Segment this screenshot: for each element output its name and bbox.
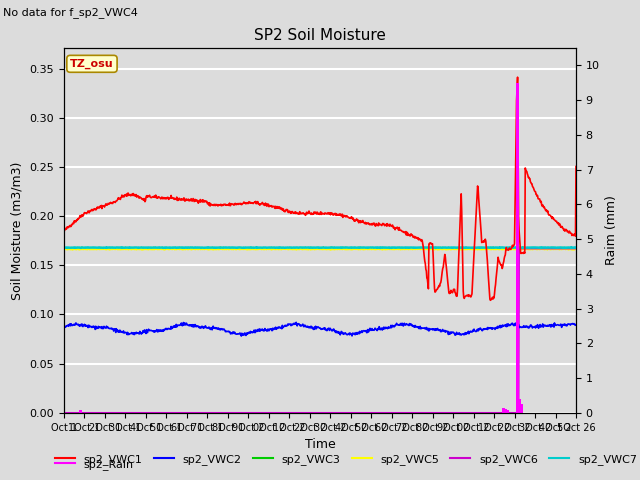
Bar (516, 83, 519, 413)
Legend: sp2_VWC1, sp2_VWC2, sp2_VWC3, sp2_VWC5, sp2_VWC6, sp2_VWC7: sp2_VWC1, sp2_VWC2, sp2_VWC3, sp2_VWC5, … (51, 450, 640, 469)
X-axis label: Time: Time (305, 438, 335, 451)
Legend: sp2_Rain: sp2_Rain (51, 455, 138, 474)
Text: TZ_osu: TZ_osu (70, 59, 114, 69)
Title: SP2 Soil Moisture: SP2 Soil Moisture (254, 28, 386, 43)
Bar (518, 399, 521, 413)
Bar (504, 408, 507, 413)
Bar (506, 410, 509, 413)
Bar (520, 404, 523, 413)
Bar (502, 408, 504, 413)
Bar (79, 410, 82, 413)
Y-axis label: Soil Moisture (m3/m3): Soil Moisture (m3/m3) (11, 161, 24, 300)
Y-axis label: Raim (mm): Raim (mm) (605, 195, 618, 265)
Text: No data for f_sp2_VWC4: No data for f_sp2_VWC4 (3, 7, 138, 18)
